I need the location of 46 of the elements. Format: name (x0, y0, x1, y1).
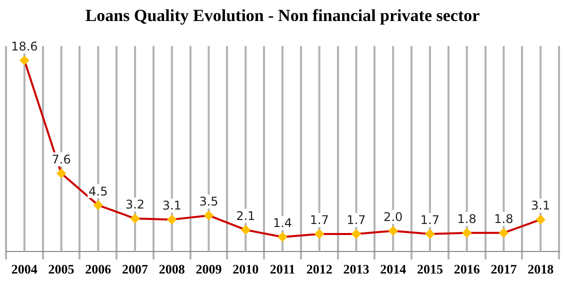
point (204, 210, 214, 220)
point (56, 168, 66, 178)
point (167, 215, 176, 224)
x-tick-label: 2012 (306, 262, 332, 277)
point (314, 229, 324, 238)
x-tick-label: 2005 (48, 262, 75, 277)
data-label: 3.2 (125, 198, 145, 212)
point (94, 200, 103, 210)
data-label: 18.6 (11, 40, 38, 54)
data-label: 2.1 (236, 208, 256, 223)
data-label: 1.7 (420, 213, 440, 228)
data-label: 1.7 (310, 213, 329, 228)
point (462, 228, 472, 238)
x-tick-label: 2011 (270, 262, 296, 277)
point (388, 226, 398, 236)
point (499, 228, 508, 238)
data-label: 7.6 (52, 152, 71, 166)
point (536, 215, 546, 224)
point (20, 56, 29, 65)
point (130, 214, 140, 224)
x-tick-label: 2015 (416, 262, 444, 277)
x-tick-label: 2013 (343, 262, 370, 277)
x-tick-label: 2004 (11, 262, 38, 277)
x-tick-label: 2009 (196, 262, 222, 277)
data-label: 1.7 (346, 213, 366, 228)
data-label: 3.1 (531, 198, 550, 213)
data-label: 3.5 (199, 194, 218, 209)
data-label: 1.8 (457, 212, 476, 226)
x-tick-label: 2016 (454, 262, 480, 277)
x-tick-label: 2018 (528, 262, 554, 277)
data-label: 1.4 (272, 216, 292, 230)
x-tick-label: 2006 (85, 262, 112, 277)
point (278, 232, 287, 242)
x-tick-label: 2008 (158, 262, 186, 277)
x-tick-label: 2007 (122, 262, 149, 277)
point (241, 225, 250, 234)
point (352, 229, 361, 238)
data-label: 4.5 (88, 184, 108, 198)
x-tick-label: 2014 (380, 262, 407, 277)
data-label: 1.8 (494, 212, 514, 226)
data-label: 3.1 (162, 198, 182, 213)
x-tick-label: 2010 (232, 262, 259, 277)
point (425, 229, 434, 238)
x-tick-label: 2017 (490, 262, 518, 277)
data-label: 2.0 (384, 210, 403, 224)
chart-title: Loans Quality Evolution - Non financial private sector (84, 6, 481, 27)
